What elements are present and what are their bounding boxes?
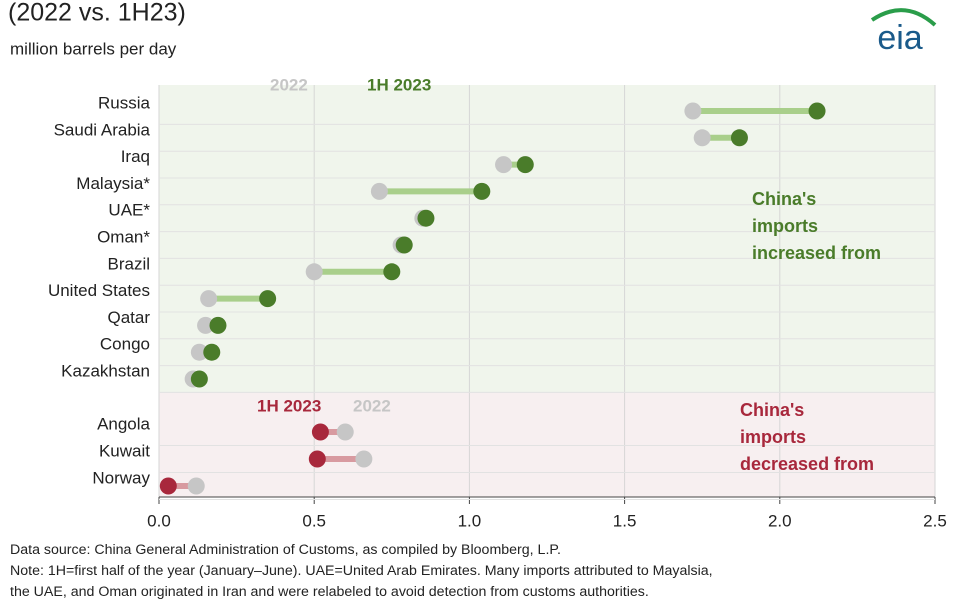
y-tick-label: Qatar — [107, 308, 150, 327]
dot — [209, 316, 227, 334]
y-tick-label: Malaysia* — [76, 174, 150, 193]
y-tick-label: Angola — [97, 414, 150, 433]
dot — [417, 209, 435, 227]
legend-label: 1H 2023 — [367, 75, 431, 94]
dot — [516, 156, 534, 174]
dot — [190, 343, 208, 361]
y-tick-label: UAE* — [108, 201, 150, 220]
legend-label: 1H 2023 — [257, 396, 321, 415]
x-tick-label: 1.0 — [458, 511, 482, 530]
dot — [200, 290, 218, 308]
dot — [159, 477, 177, 495]
panel-background — [159, 392, 935, 497]
dot — [336, 423, 354, 441]
panel-background — [159, 85, 935, 392]
x-tick-label: 2.5 — [923, 511, 947, 530]
chart-title: (2022 vs. 1H23) — [8, 0, 186, 27]
footnote: the UAE, and Oman originated in Iran and… — [10, 584, 649, 600]
x-tick-label: 2.0 — [768, 511, 792, 530]
dot — [187, 477, 205, 495]
dot — [190, 370, 208, 388]
dot — [259, 290, 277, 308]
x-tick-label: 0.5 — [302, 511, 326, 530]
y-tick-label: Iraq — [121, 147, 150, 166]
dot — [197, 316, 215, 334]
dot — [808, 102, 826, 120]
dot — [395, 236, 413, 254]
y-tick-label: United States — [48, 281, 150, 300]
annotation: decreased from — [740, 454, 874, 474]
y-tick-label: Saudi Arabia — [54, 120, 151, 139]
y-tick-label: Brazil — [107, 254, 150, 273]
x-tick-label: 1.5 — [613, 511, 637, 530]
x-tick-label: 0.0 — [147, 511, 171, 530]
dot — [730, 129, 748, 147]
dot — [693, 129, 711, 147]
legend-label: 2022 — [353, 396, 391, 415]
y-tick-label: Norway — [92, 468, 150, 487]
y-tick-label: Kuwait — [99, 441, 150, 460]
logo-swoosh — [870, 8, 937, 27]
y-tick-label: Russia — [98, 93, 151, 112]
annotation: imports — [740, 427, 806, 447]
dot — [383, 263, 401, 281]
dot — [355, 450, 373, 468]
y-tick-label: Oman* — [97, 227, 150, 246]
dot — [370, 182, 388, 200]
y-tick-label: Kazakhstan — [61, 361, 150, 380]
annotation: China's — [752, 189, 816, 209]
legend-label: 2022 — [270, 75, 308, 94]
dot — [305, 263, 323, 281]
dot — [473, 182, 491, 200]
logo: eia — [877, 19, 922, 57]
annotation: increased from — [752, 243, 881, 263]
dot — [311, 423, 329, 441]
footnote: Note: 1H=first half of the year (January… — [10, 563, 713, 579]
footnote: Data source: China General Administratio… — [10, 542, 561, 558]
chart-subtitle: million barrels per day — [10, 39, 177, 58]
annotation: imports — [752, 216, 818, 236]
dot — [203, 343, 221, 361]
dot — [495, 156, 513, 174]
y-tick-label: Congo — [100, 335, 150, 354]
annotation: China's — [740, 400, 804, 420]
dot — [308, 450, 326, 468]
dot — [684, 102, 702, 120]
